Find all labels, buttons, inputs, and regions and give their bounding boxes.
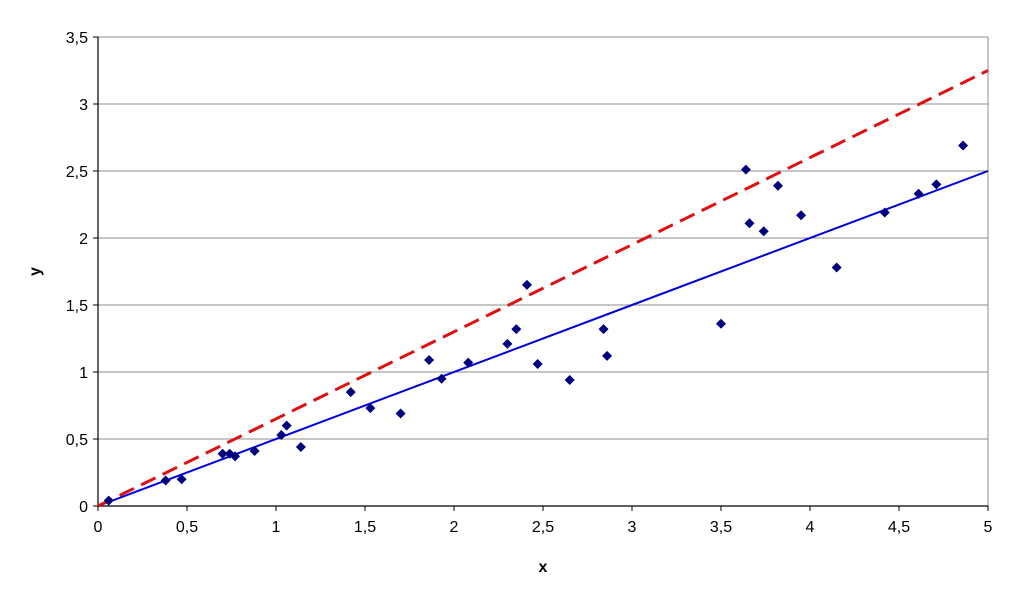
x-tick-label: 2 <box>450 519 459 536</box>
gridlines <box>98 36 988 440</box>
x-axis-title: x <box>539 559 548 576</box>
y-tick-label: 0,5 <box>66 432 88 449</box>
data-point <box>249 446 260 457</box>
y-tick-label: 2,5 <box>66 164 88 181</box>
x-tick-label: 1,5 <box>354 519 376 536</box>
y-tick-label: 0 <box>79 499 88 516</box>
plot-frame <box>97 36 989 507</box>
data-point <box>931 179 942 190</box>
y-tick-label: 1 <box>79 365 88 382</box>
data-point <box>796 210 807 221</box>
dashed-trend-line <box>97 69 989 508</box>
data-point <box>772 180 783 191</box>
data-point <box>879 207 890 218</box>
data-point <box>281 420 292 431</box>
x-tick-label: 3,5 <box>710 519 732 536</box>
x-tick-label: 4,5 <box>888 519 910 536</box>
data-point <box>521 279 532 290</box>
data-point <box>230 451 241 462</box>
data-point <box>958 140 969 151</box>
y-tick-label: 3,5 <box>66 30 88 47</box>
data-point <box>598 324 609 335</box>
data-point <box>295 442 306 453</box>
x-tick-label: 1 <box>272 519 281 536</box>
data-point <box>511 324 522 335</box>
data-point <box>740 164 751 175</box>
data-point <box>160 475 171 486</box>
solid-trend-line <box>97 170 989 507</box>
data-point <box>345 387 356 398</box>
data-point <box>424 354 435 365</box>
data-point <box>436 373 447 384</box>
x-tick-label: 5 <box>984 519 993 536</box>
data-point <box>365 403 376 414</box>
fit-lines <box>97 69 989 508</box>
x-tick-label: 0,5 <box>176 519 198 536</box>
y-tick-label: 2 <box>79 231 88 248</box>
data-point <box>532 358 543 369</box>
x-tick-label: 2,5 <box>532 519 554 536</box>
data-point <box>758 226 769 237</box>
data-point <box>176 474 187 485</box>
y-axis-ticks: 0 0,5 1 1,5 2 2,5 3 3,5 <box>66 30 98 516</box>
x-tick-label: 3 <box>628 519 637 536</box>
x-tick-label: 4 <box>806 519 815 536</box>
data-point <box>217 448 228 459</box>
data-point <box>103 495 114 506</box>
data-point <box>276 429 287 440</box>
x-axis-ticks: 0 0,5 1 1,5 2 2,5 3 3,5 4 4,5 5 <box>94 506 993 536</box>
data-point <box>395 408 406 419</box>
y-axis-title: y <box>27 267 44 276</box>
data-point <box>564 375 575 386</box>
data-point <box>602 350 613 361</box>
data-point <box>463 357 474 368</box>
data-point <box>502 338 513 349</box>
y-tick-label: 1,5 <box>66 298 88 315</box>
data-points <box>103 140 969 506</box>
data-point <box>913 188 924 199</box>
data-point <box>744 218 755 229</box>
data-point <box>831 262 842 273</box>
x-tick-label: 0 <box>94 519 103 536</box>
data-point <box>716 318 726 329</box>
y-tick-label: 3 <box>79 97 88 114</box>
